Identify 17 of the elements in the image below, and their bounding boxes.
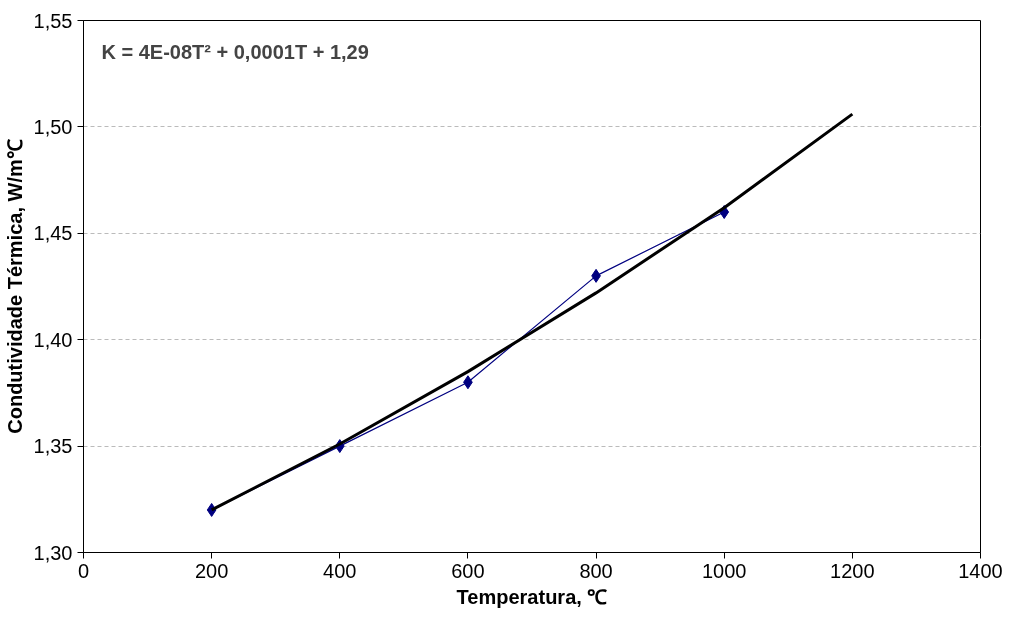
x-tick-label: 1000 <box>701 559 747 582</box>
x-axis-title: Temperatura, ℃ <box>456 585 608 608</box>
x-tick-label: 800 <box>579 559 613 582</box>
x-tick-label: 0 <box>77 559 90 582</box>
y-axis-title: Condutividade Térmica, W/m℃ <box>3 139 26 434</box>
y-tick-label: 1,45 <box>33 222 73 245</box>
x-tick-label: 200 <box>194 559 229 582</box>
annotation: K = 4E-08T² + 0,0001T + 1,29 <box>101 41 369 64</box>
x-tick-label: 1400 <box>958 559 1003 582</box>
y-tick-label: 1,35 <box>33 435 73 458</box>
y-tick-label: 1,40 <box>33 328 73 351</box>
y-tick-label: 1,30 <box>33 541 73 564</box>
x-tick-label: 1200 <box>830 559 875 582</box>
y-tick-label: 1,50 <box>33 115 73 138</box>
y-tick-label: 1,55 <box>33 9 73 32</box>
x-tick-label: 600 <box>451 559 485 582</box>
x-tick-label: 400 <box>323 559 357 582</box>
